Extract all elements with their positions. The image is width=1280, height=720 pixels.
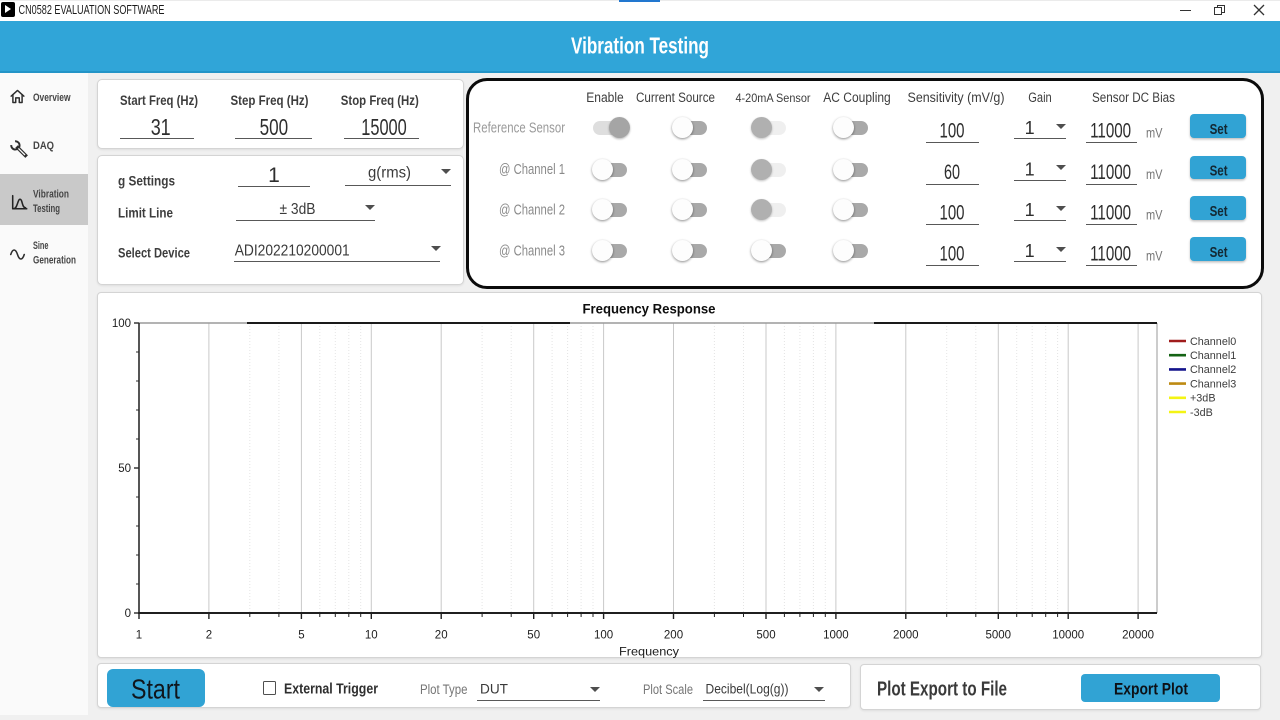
svg-text:50: 50: [527, 630, 540, 642]
svg-text:Channel1: Channel1: [1190, 350, 1236, 362]
svg-text:1: 1: [1025, 118, 1035, 138]
svg-text:50: 50: [118, 463, 131, 475]
svg-text:External Trigger: External Trigger: [284, 682, 378, 698]
svg-text:1: 1: [1025, 241, 1035, 261]
svg-text:100: 100: [594, 630, 613, 642]
svg-text:Select Device: Select Device: [118, 245, 190, 261]
svg-text:Sine: Sine: [33, 240, 49, 252]
svg-text:DAQ: DAQ: [33, 140, 54, 152]
svg-text:100: 100: [940, 200, 965, 224]
svg-text:10000: 10000: [1052, 630, 1084, 642]
svg-text:Generation: Generation: [33, 255, 76, 267]
svg-text:60: 60: [944, 160, 960, 184]
svg-text:20: 20: [435, 630, 448, 642]
svg-text:@ Channel 3: @ Channel 3: [499, 244, 565, 260]
svg-text:Sensitivity (mV/g): Sensitivity (mV/g): [908, 90, 1005, 105]
svg-text:0: 0: [125, 608, 131, 620]
svg-text:+3dB: +3dB: [1190, 393, 1216, 405]
svg-text:Gain: Gain: [1028, 90, 1052, 105]
svg-text:Stop Freq (Hz): Stop Freq (Hz): [341, 92, 419, 108]
svg-text:1: 1: [1025, 160, 1035, 180]
svg-text:500: 500: [756, 630, 775, 642]
svg-text:ADI202210200001: ADI202210200001: [235, 242, 350, 259]
svg-text:Set: Set: [1210, 203, 1228, 220]
svg-text:31: 31: [151, 114, 171, 140]
svg-text:4-20mA Sensor: 4-20mA Sensor: [736, 91, 811, 105]
svg-text:5000: 5000: [986, 630, 1012, 642]
svg-text:1000: 1000: [823, 630, 849, 642]
svg-text:Set: Set: [1210, 244, 1228, 261]
svg-text:Plot Export to File: Plot Export to File: [877, 679, 1007, 701]
svg-text:Testing: Testing: [33, 203, 60, 215]
svg-text:100: 100: [112, 318, 131, 330]
svg-text:Overview: Overview: [33, 92, 71, 104]
svg-text:CN0582 EVALUATION SOFTWARE: CN0582 EVALUATION SOFTWARE: [19, 3, 165, 17]
svg-text:Channel2: Channel2: [1190, 364, 1236, 376]
svg-text:mV: mV: [1146, 124, 1163, 140]
svg-text:2: 2: [206, 630, 212, 642]
svg-text:1: 1: [136, 630, 142, 642]
svg-text:Plot Scale: Plot Scale: [643, 682, 693, 697]
svg-text:Start Freq (Hz): Start Freq (Hz): [120, 92, 198, 108]
svg-text:-3dB: -3dB: [1190, 407, 1213, 419]
svg-text:15000: 15000: [361, 114, 407, 140]
svg-text:Current Source: Current Source: [636, 90, 715, 105]
svg-text:g(rms): g(rms): [368, 165, 411, 182]
svg-text:mV: mV: [1146, 166, 1163, 182]
svg-text:100: 100: [940, 118, 965, 142]
svg-text:1: 1: [268, 164, 280, 187]
svg-text:mV: mV: [1146, 247, 1163, 263]
svg-text:2000: 2000: [893, 630, 919, 642]
svg-text:20000: 20000: [1122, 630, 1154, 642]
svg-text:AC Coupling: AC Coupling: [823, 90, 891, 105]
svg-text:@ Channel 2: @ Channel 2: [499, 203, 565, 219]
svg-text:Channel0: Channel0: [1190, 336, 1236, 348]
svg-text:Reference Sensor: Reference Sensor: [473, 121, 565, 137]
svg-text:Set: Set: [1210, 121, 1228, 138]
svg-text:Limit Line: Limit Line: [118, 205, 173, 221]
svg-text:DUT: DUT: [480, 681, 508, 697]
svg-text:200: 200: [664, 630, 683, 642]
svg-text:11000: 11000: [1090, 118, 1131, 142]
svg-text:± 3dB: ± 3dB: [280, 201, 316, 218]
svg-text:Channel3: Channel3: [1190, 378, 1236, 390]
svg-text:Decibel(Log(g)): Decibel(Log(g)): [706, 681, 789, 697]
svg-text:Set: Set: [1210, 163, 1228, 180]
svg-text:11000: 11000: [1090, 241, 1131, 265]
svg-text:mV: mV: [1146, 206, 1163, 222]
svg-text:11000: 11000: [1090, 200, 1131, 224]
svg-text:Enable: Enable: [586, 90, 624, 105]
svg-text:100: 100: [940, 241, 965, 265]
svg-text:500: 500: [260, 114, 289, 140]
svg-text:Step Freq (Hz): Step Freq (Hz): [231, 92, 309, 108]
svg-text:Export Plot: Export Plot: [1114, 681, 1188, 699]
svg-text:Vibration: Vibration: [33, 189, 69, 201]
svg-text:Frequency: Frequency: [619, 645, 679, 659]
svg-text:Plot Type: Plot Type: [420, 682, 468, 697]
svg-text:Sensor DC Bias: Sensor DC Bias: [1092, 90, 1175, 105]
svg-text:1: 1: [1025, 200, 1035, 220]
svg-text:Frequency Response: Frequency Response: [583, 302, 716, 317]
svg-text:10: 10: [365, 630, 378, 642]
svg-text:5: 5: [298, 630, 304, 642]
svg-text:Start: Start: [131, 674, 180, 705]
svg-text:@ Channel 1: @ Channel 1: [499, 162, 565, 178]
svg-text:g Settings: g Settings: [118, 173, 175, 189]
svg-text:11000: 11000: [1090, 160, 1131, 184]
svg-text:Vibration Testing: Vibration Testing: [571, 33, 709, 59]
